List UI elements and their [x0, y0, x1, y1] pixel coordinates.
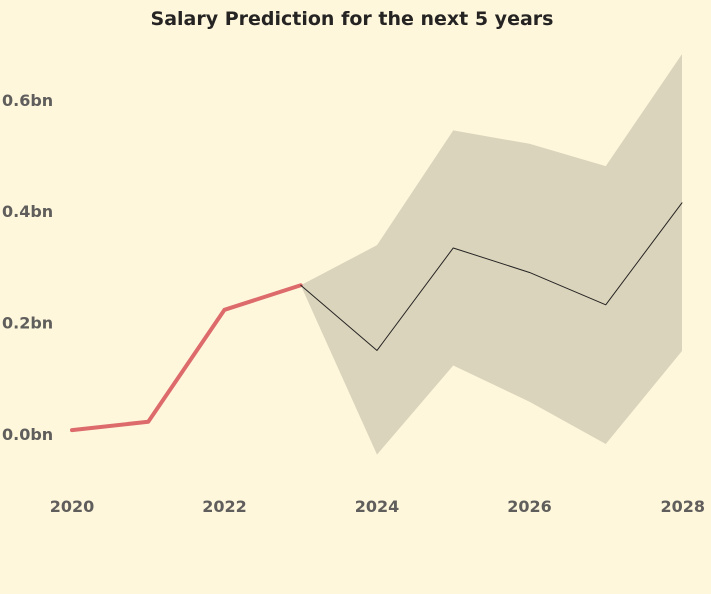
x-tick-label: 2026 [507, 497, 552, 516]
forecast-salary-line [300, 202, 683, 351]
y-tick-label: 0.2bn [2, 314, 53, 333]
y-tick-label: 0.4bn [2, 202, 53, 221]
confidence-band-layer [300, 54, 682, 455]
y-tick-label: 0.6bn [2, 91, 53, 110]
y-tick-label: 0.0bn [2, 425, 53, 444]
x-tick-label: 2028 [660, 497, 705, 516]
x-tick-label: 2022 [202, 497, 247, 516]
series-layer [70, 202, 683, 433]
y-axis-ticks: 0.0bn 0.2bn 0.4bn 0.6bn [2, 91, 53, 444]
historical-salary-line [70, 283, 303, 433]
x-axis-ticks: 2020 2022 2024 2026 2028 [50, 497, 705, 516]
x-tick-label: 2024 [355, 497, 400, 516]
forecast-confidence-band [300, 54, 682, 455]
chart-title: Salary Prediction for the next 5 years [151, 8, 554, 30]
x-tick-label: 2020 [50, 497, 95, 516]
